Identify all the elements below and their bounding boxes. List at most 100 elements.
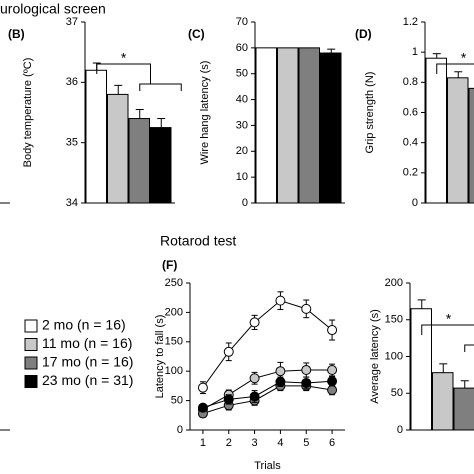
legend-label: 11 mo (n = 16) [42,335,132,351]
point [275,366,286,377]
y-axis-label: Latency to fall (s) [154,315,166,399]
point [327,325,338,336]
heading: urological screen [0,1,106,17]
y-tick-label: 50 [171,395,183,407]
point [275,376,286,387]
bar [432,372,454,431]
point [249,373,260,384]
y-axis-label: Average latency (s) [369,309,381,404]
panel-label: (B) [8,27,25,41]
point [197,402,208,413]
y-tick-label: 200 [165,306,183,318]
point [197,382,208,393]
y-tick-label: 36 [66,76,78,88]
y-tick-label: 200 [385,277,403,289]
bar [410,308,432,431]
y-tick-label: 50 [391,387,403,399]
point [327,385,338,396]
panel-label: (F) [162,258,177,272]
bar [255,47,277,204]
panel-label: (C) [188,27,205,41]
legend-swatch [24,338,38,351]
y-tick-label: 0 [242,197,248,209]
significance-bracket [96,63,151,84]
significance-bracket [139,83,182,91]
bar [298,47,320,204]
y-axis-label: Body temperature (ºC) [22,58,34,168]
point [327,376,338,387]
significance-bracket [421,324,474,335]
point [275,295,286,306]
legend-swatch [24,375,38,388]
x-tick-label: 3 [252,437,258,449]
series-line [202,380,333,409]
y-tick-label: 30 [236,119,248,131]
x-tick-label: 2 [226,437,232,449]
point [249,317,260,328]
y-axis-label: Grip strength (N) [364,72,376,154]
significance-bracket [436,63,474,74]
y-tick-label: 34 [66,197,78,209]
heading: Rotarod test [160,233,236,249]
y-tick-label: 0 [412,197,418,209]
x-axis-label: Trials [254,460,281,472]
legend-label: 23 mo (n = 31) [42,372,133,388]
y-tick-label: 37 [66,16,78,28]
point [223,346,234,357]
legend-swatch [24,356,38,370]
legend-swatch [24,319,38,333]
y-tick-label: 0.8 [403,76,418,88]
point [249,391,260,402]
significance-bracket [464,344,474,352]
y-tick-label: 0.6 [403,106,418,118]
series-line [202,369,333,410]
y-axis-label: Wire hang latency (s) [199,61,211,165]
y-tick-label: 1 [412,46,418,58]
bar [468,87,474,204]
bar [107,93,129,204]
bar [453,387,474,431]
y-tick-label: 40 [236,93,248,105]
legend-label: 2 mo (n = 16) [42,317,126,333]
y-tick-label: 0.2 [403,167,418,179]
panel-label: (D) [355,27,372,41]
legend-label: 17 mo (n = 16) [42,354,133,370]
point [327,365,338,376]
bar [85,69,107,204]
significance-star: * [461,50,467,66]
bar [447,77,469,204]
bar [320,52,342,204]
x-tick-label: 6 [329,437,335,449]
y-tick-label: 250 [165,277,183,289]
bar [425,57,447,204]
series-line [202,385,333,415]
y-tick-label: 1.2 [403,16,418,28]
y-tick-label: 10 [236,171,248,183]
y-tick-label: 35 [66,137,78,149]
point [223,394,234,405]
y-tick-label: 0 [177,424,183,436]
point [301,377,312,388]
significance-star: * [446,311,452,327]
bar [277,47,299,204]
y-tick-label: 20 [236,145,248,157]
y-tick-label: 100 [165,365,183,377]
x-tick-label: 1 [200,437,206,449]
x-tick-label: 5 [303,437,309,449]
y-tick-label: 50 [236,68,248,80]
y-tick-label: 150 [165,336,183,348]
y-tick-label: 100 [385,350,403,362]
x-tick-label: 4 [277,437,283,449]
significance-star: * [121,50,127,66]
y-tick-label: 0.4 [403,137,418,149]
y-tick-label: 70 [236,16,248,28]
y-tick-label: 0 [397,424,403,436]
point [301,365,312,376]
y-tick-label: 60 [236,42,248,54]
y-tick-label: 150 [385,314,403,326]
bar [128,118,150,204]
series-line [202,300,333,388]
bar [150,127,172,204]
point [301,303,312,314]
